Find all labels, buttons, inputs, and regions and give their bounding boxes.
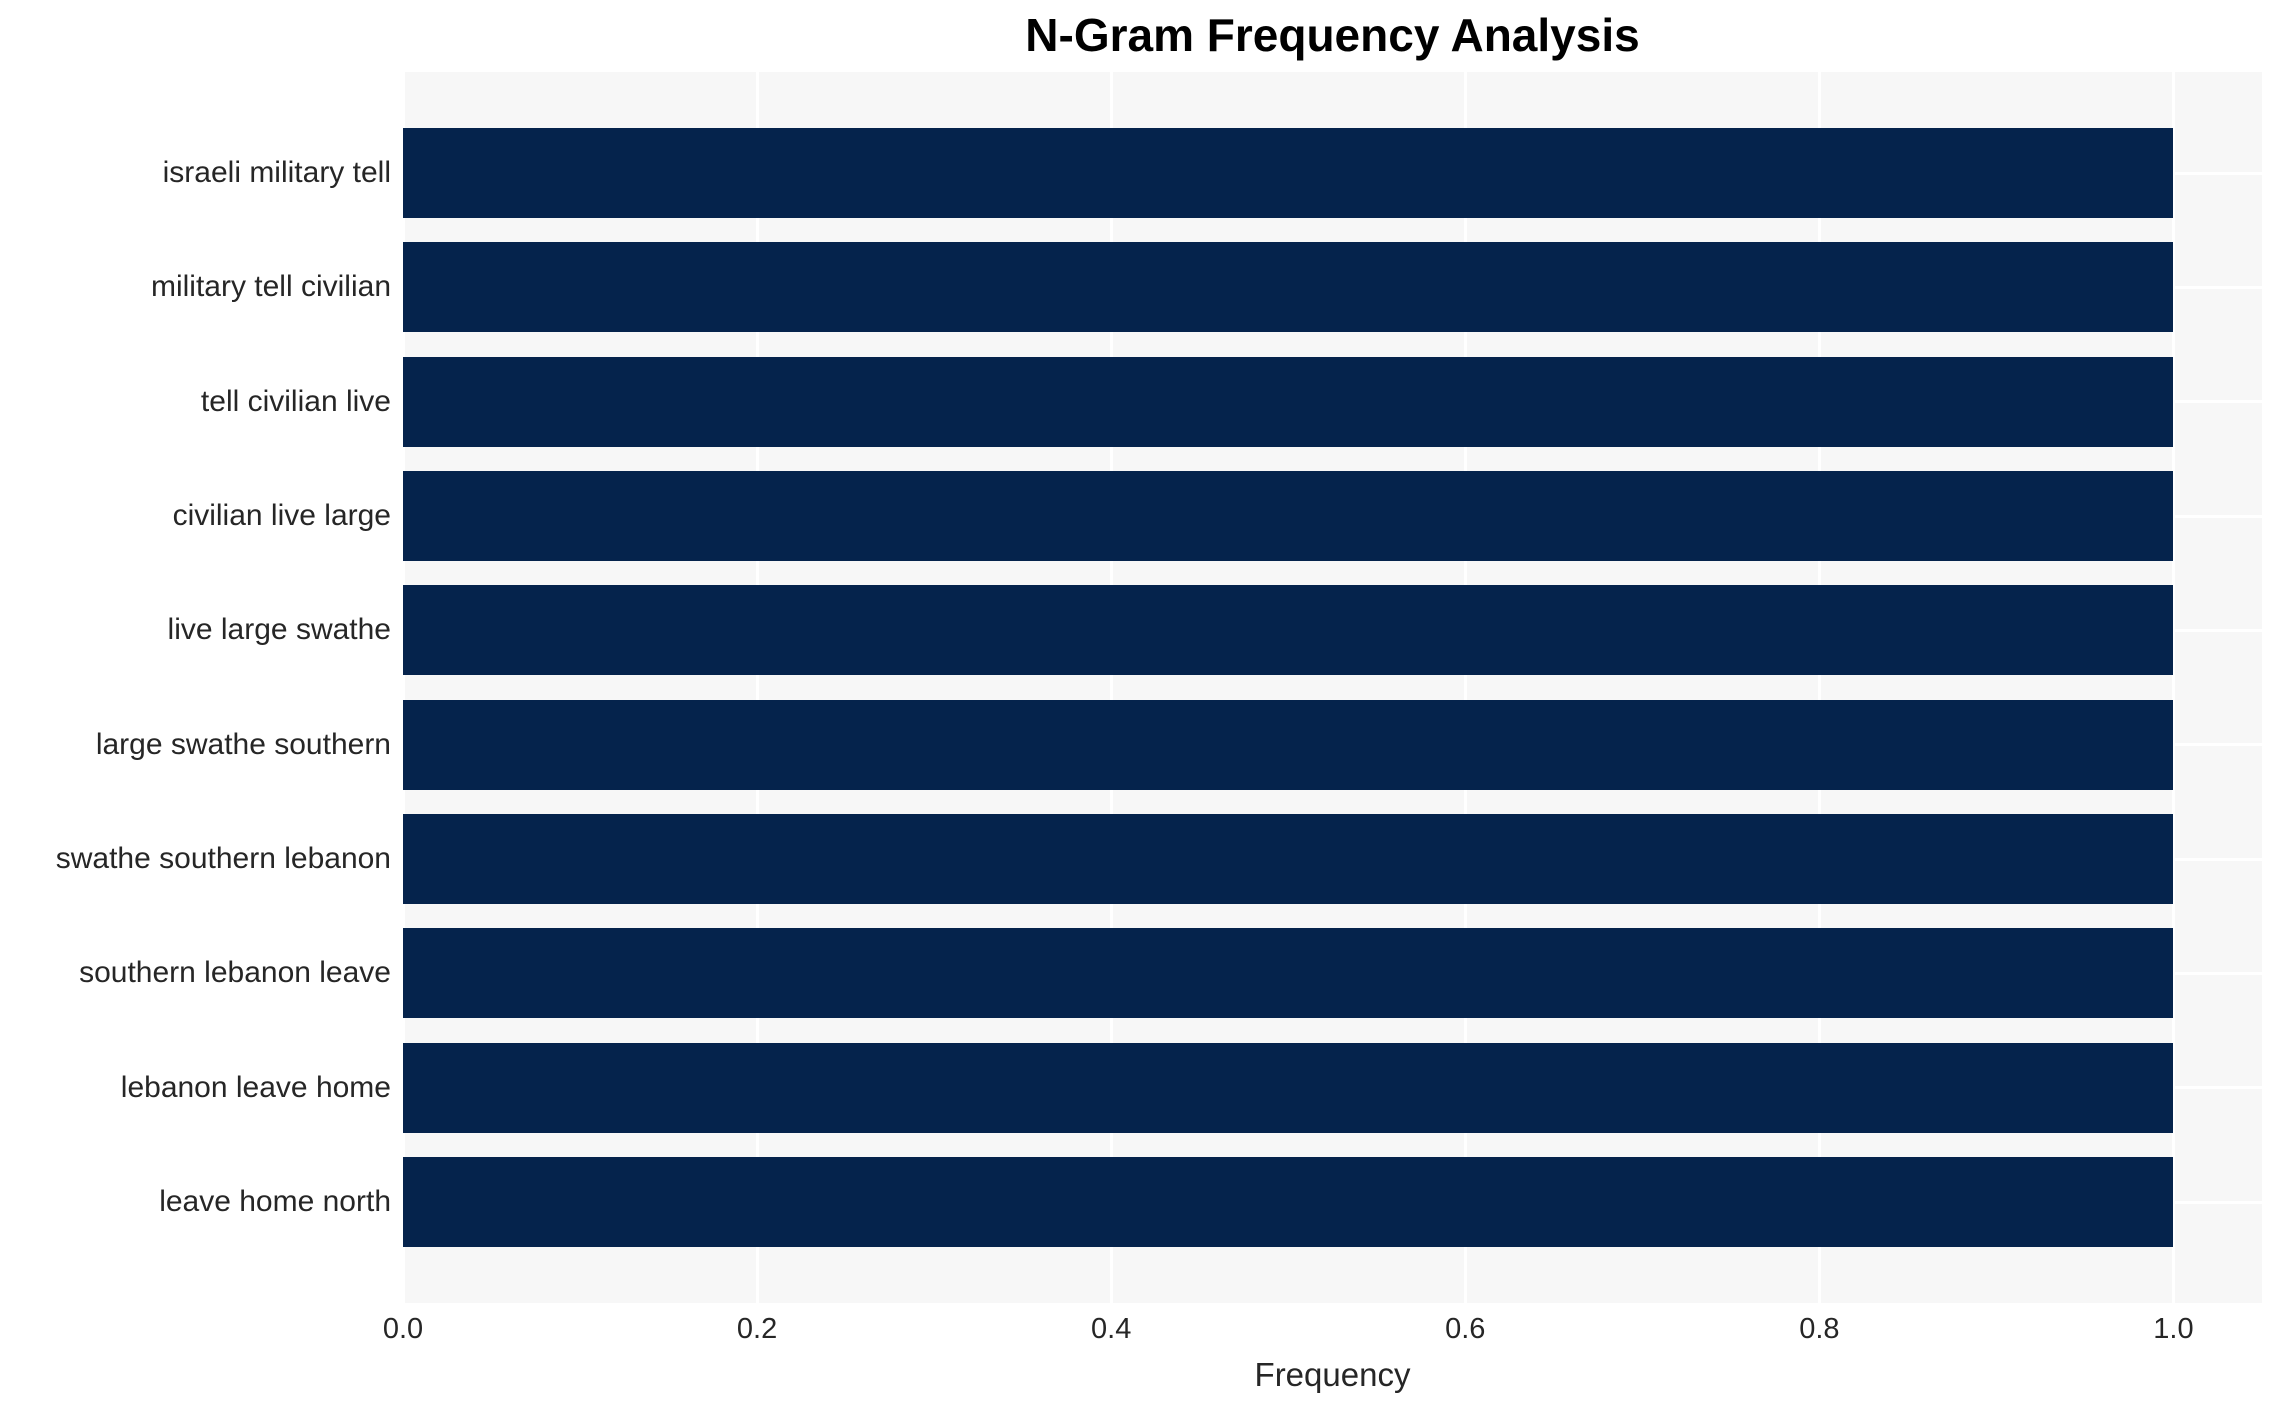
- y-tick-label: southern lebanon leave: [79, 956, 391, 990]
- y-tick-label: civilian live large: [172, 499, 391, 532]
- bar: [403, 356, 2174, 447]
- plot-area: [401, 72, 2262, 1303]
- x-gridline: [755, 72, 759, 1303]
- y-tick-label: israeli military tell: [162, 156, 391, 189]
- bar: [403, 1042, 2174, 1133]
- x-tick-label: 1.0: [2153, 1313, 2194, 1345]
- y-tick-label: leave home north: [159, 1185, 391, 1218]
- bar: [403, 814, 2174, 904]
- y-tick-label: swathe southern lebanon: [55, 842, 391, 875]
- bar: [403, 699, 2174, 790]
- y-tick-label: tell civilian live: [200, 384, 391, 418]
- y-tick-label: large swathe southern: [95, 727, 391, 761]
- y-tick-label: live large swathe: [167, 613, 391, 647]
- bar: [403, 128, 2174, 218]
- x-gridline: [1463, 72, 1467, 1303]
- y-tick-label: military tell civilian: [150, 270, 391, 304]
- bar: [403, 242, 2174, 333]
- x-tick-label: 0.4: [1091, 1313, 1132, 1345]
- x-axis-title: Frequency: [1254, 1356, 1411, 1393]
- x-gridline: [2171, 72, 2175, 1303]
- x-tick-label: 0.6: [1445, 1313, 1486, 1345]
- x-axis-ticks: 0.0 0.2 0.4 0.6 0.8 1.0: [383, 1313, 2262, 1353]
- x-tick-label: 0.0: [382, 1313, 424, 1345]
- bar: [403, 585, 2174, 676]
- x-tick-label: 0.8: [1799, 1313, 1840, 1345]
- bar: [403, 471, 2174, 561]
- x-tick-label: 0.2: [736, 1313, 778, 1345]
- y-axis-labels: israeli military tell military tell civil…: [0, 72, 391, 1303]
- y-tick-label: lebanon leave home: [120, 1070, 391, 1104]
- bar: [403, 1157, 2174, 1247]
- x-gridline: [1109, 72, 1113, 1303]
- x-gridline: [401, 72, 405, 1303]
- bar: [403, 928, 2174, 1019]
- chart-title: N-Gram Frequency Analysis: [1025, 9, 1640, 61]
- x-gridline: [1817, 72, 1821, 1303]
